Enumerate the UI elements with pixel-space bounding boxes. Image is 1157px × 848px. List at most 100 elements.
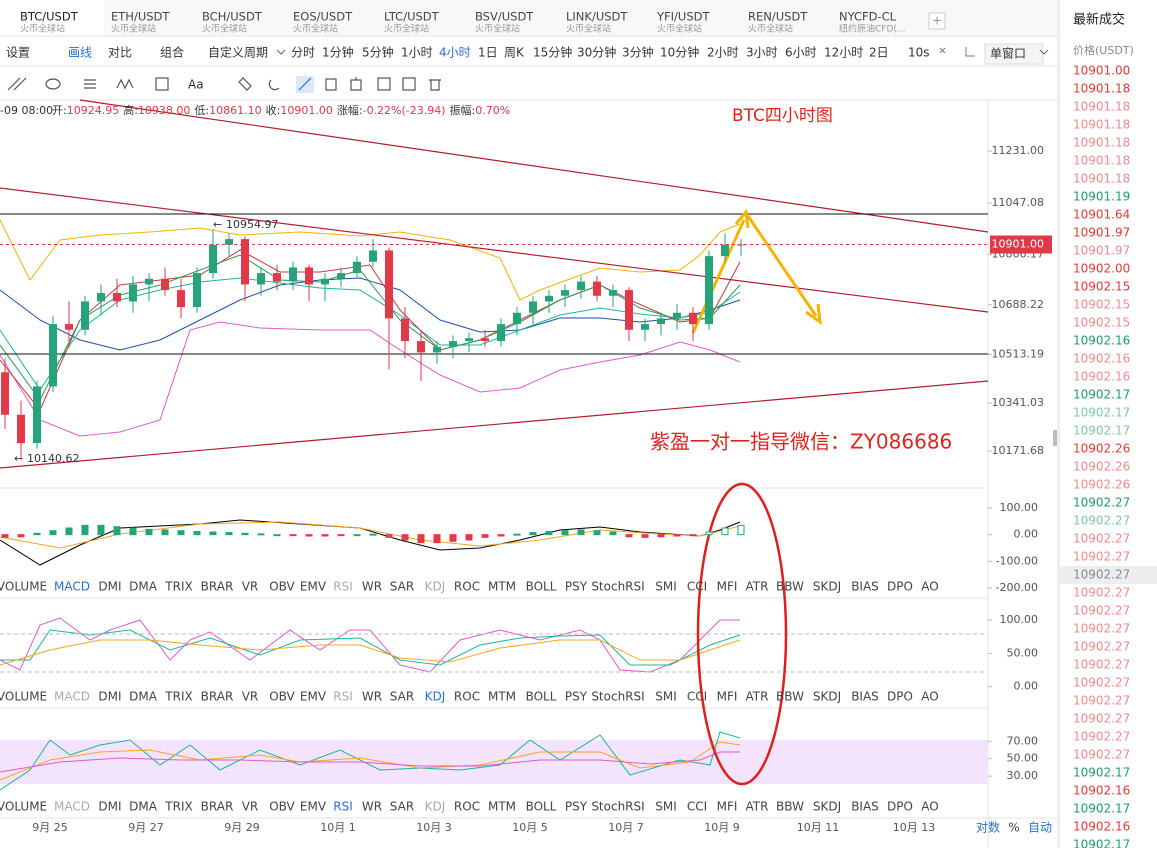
indicator-tab[interactable]: CCI xyxy=(687,690,707,704)
indicator-tab[interactable]: VR xyxy=(242,690,259,704)
indicator-tab[interactable]: RSI xyxy=(333,580,353,594)
indicator-tab[interactable]: SKDJ xyxy=(813,580,841,594)
indicator-tab[interactable]: OBV xyxy=(269,690,295,704)
icon[interactable] xyxy=(7,77,27,91)
indicator-tab[interactable]: MFI xyxy=(717,800,738,814)
tab-exchange[interactable]: 火币全球站 xyxy=(657,23,702,35)
tab-symbol[interactable]: LINK/USDT xyxy=(566,10,628,24)
tab-symbol[interactable]: YFI/USDT xyxy=(656,10,710,24)
indicator-tab[interactable]: VOLUME xyxy=(0,580,47,594)
tab-symbol[interactable]: NYCFD-CL xyxy=(839,10,897,24)
tab-exchange[interactable]: 火币全球站 xyxy=(384,23,429,35)
indicator-tab[interactable]: PSY xyxy=(565,800,588,814)
indicator-tab[interactable]: SKDJ xyxy=(813,800,841,814)
indicator-tab[interactable]: ROC xyxy=(454,800,480,814)
indicator-tab[interactable]: MFI xyxy=(717,580,738,594)
indicator-tab[interactable]: SAR xyxy=(390,690,414,704)
indicator-tab[interactable]: VR xyxy=(242,800,259,814)
period-button[interactable]: 周K xyxy=(504,46,525,60)
indicator-tab[interactable]: DMA xyxy=(129,690,158,704)
period-button[interactable]: 分时 xyxy=(291,46,315,60)
text-tool[interactable]: Aa xyxy=(188,78,204,92)
indicator-tab[interactable]: VOLUME xyxy=(0,690,47,704)
indicator-tab[interactable]: AO xyxy=(921,580,938,594)
tab-exchange[interactable]: 火币全球站 xyxy=(566,23,611,35)
indicator-tab[interactable]: VOLUME xyxy=(0,800,47,814)
refresh-rate[interactable]: 10s xyxy=(908,46,930,60)
indicator-tab[interactable]: MACD xyxy=(54,690,90,704)
indicator-tab[interactable]: EMV xyxy=(300,580,327,594)
period-button[interactable]: 12小时 xyxy=(824,46,863,60)
indicator-tab[interactable]: ATR xyxy=(746,580,769,594)
period-button[interactable]: 6小时 xyxy=(785,46,817,60)
indicator-tab[interactable]: BBW xyxy=(776,690,804,704)
period-button[interactable]: 10分钟 xyxy=(660,45,699,60)
tab-exchange[interactable]: 火币全球站 xyxy=(475,23,520,35)
icon[interactable] xyxy=(116,78,134,90)
indicator-tab[interactable]: BOLL xyxy=(526,800,557,814)
indicator-tab[interactable]: StochRSI xyxy=(591,800,644,814)
axis-option[interactable]: % xyxy=(1008,821,1019,835)
axis-option[interactable]: 对数 xyxy=(976,820,1000,835)
period-button[interactable]: 5分钟 xyxy=(362,45,394,60)
tab-exchange[interactable]: 火币全球站 xyxy=(293,23,338,35)
tab-exchange[interactable]: 纽约原油CFD(... xyxy=(839,23,906,35)
indicator-tab[interactable]: MACD xyxy=(54,800,90,814)
indicator-tab[interactable]: ATR xyxy=(746,690,769,704)
indicator-tab[interactable]: SMI xyxy=(655,580,677,594)
indicator-tab[interactable]: CCI xyxy=(687,580,707,594)
indicator-tab[interactable]: DPO xyxy=(887,580,913,594)
icon[interactable] xyxy=(429,79,441,91)
window-icons[interactable] xyxy=(939,47,975,57)
period-button[interactable]: 3分钟 xyxy=(622,45,654,60)
period-button[interactable]: 1分钟 xyxy=(322,45,354,60)
icon[interactable] xyxy=(238,77,252,91)
indicator-tab[interactable]: SMI xyxy=(655,690,677,704)
window-mode[interactable]: 单窗口 xyxy=(990,47,1026,61)
indicator-tab[interactable]: DPO xyxy=(887,800,913,814)
tab-symbol[interactable]: BTC/USDT xyxy=(20,10,79,24)
indicator-tab[interactable]: DPO xyxy=(887,690,913,704)
indicator-tab[interactable]: StochRSI xyxy=(591,690,644,704)
indicator-tab[interactable]: RSI xyxy=(333,800,353,814)
indicator-tab[interactable]: DMI xyxy=(98,580,121,594)
period-button[interactable]: 1日 xyxy=(478,46,498,60)
icon[interactable] xyxy=(155,77,169,91)
indicator-tab[interactable]: SAR xyxy=(390,800,414,814)
icon[interactable] xyxy=(377,77,391,91)
indicator-tab[interactable]: DMA xyxy=(129,580,158,594)
tool-button[interactable]: 对比 xyxy=(108,46,132,60)
indicator-tab[interactable]: BIAS xyxy=(851,580,879,594)
indicator-tab[interactable]: TRIX xyxy=(164,580,192,594)
indicator-tab[interactable]: WR xyxy=(362,580,382,594)
indicator-tab[interactable]: SAR xyxy=(390,580,414,594)
indicator-tab[interactable]: AO xyxy=(921,690,938,704)
indicator-tab[interactable]: BBW xyxy=(776,800,804,814)
indicator-tab[interactable]: BOLL xyxy=(526,690,557,704)
add-tab[interactable] xyxy=(928,12,946,30)
indicator-tab[interactable]: KDJ xyxy=(425,690,446,704)
tab-exchange[interactable]: 火币全球站 xyxy=(20,23,65,35)
icon[interactable] xyxy=(350,77,362,91)
indicator-tab[interactable]: BIAS xyxy=(851,800,879,814)
period-button[interactable]: 1小时 xyxy=(401,46,433,60)
indicator-tab[interactable]: ROC xyxy=(454,690,480,704)
indicator-tab[interactable]: KDJ xyxy=(425,800,446,814)
icon[interactable] xyxy=(84,79,96,89)
indicator-tab[interactable]: MTM xyxy=(488,690,516,704)
indicator-tab[interactable]: BBW xyxy=(776,580,804,594)
indicator-tab[interactable]: WR xyxy=(362,800,382,814)
indicator-tab[interactable]: AO xyxy=(921,800,938,814)
indicator-tab[interactable]: DMI xyxy=(98,690,121,704)
period-button[interactable]: 3小时 xyxy=(746,46,778,60)
indicator-tab[interactable]: ROC xyxy=(454,580,480,594)
indicator-tab[interactable]: KDJ xyxy=(425,580,446,594)
indicator-tab[interactable]: RSI xyxy=(333,690,353,704)
indicator-tab[interactable]: DMI xyxy=(98,800,121,814)
period-button[interactable]: 30分钟 xyxy=(577,45,616,60)
tab-symbol[interactable]: EOS/USDT xyxy=(293,10,353,24)
icon[interactable] xyxy=(402,77,416,91)
indicator-tab[interactable]: MFI xyxy=(717,690,738,704)
indicator-tab[interactable]: SKDJ xyxy=(813,690,841,704)
tool-button[interactable]: 画线 xyxy=(68,46,92,60)
